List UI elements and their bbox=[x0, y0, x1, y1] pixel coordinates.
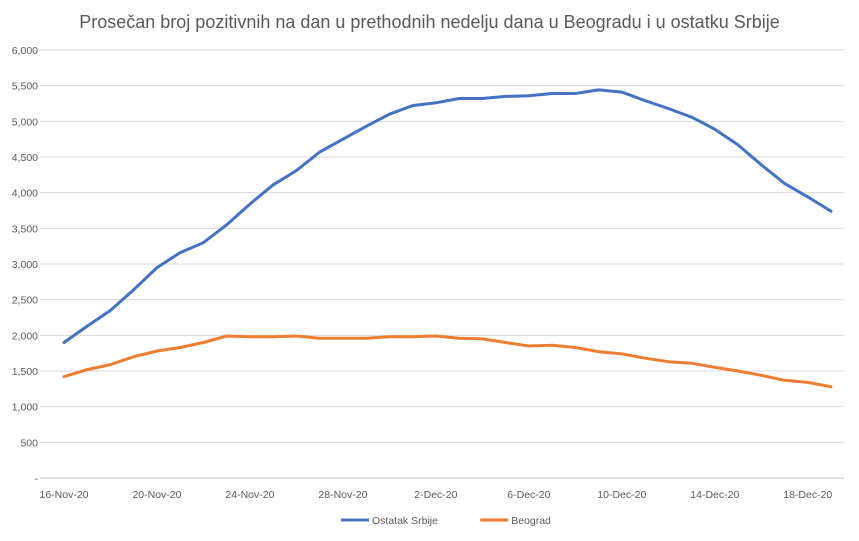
y-tick-label: 3,000 bbox=[12, 259, 38, 271]
gridlines bbox=[40, 49, 844, 479]
y-tick-label: 3,500 bbox=[12, 223, 38, 235]
y-tick-label: 2,500 bbox=[12, 295, 38, 307]
legend-label: Ostatak Srbije bbox=[372, 515, 438, 527]
y-tick-label: 500 bbox=[20, 437, 38, 449]
x-tick-label: 14-Dec-20 bbox=[690, 489, 739, 501]
y-tick-label: 6,000 bbox=[12, 45, 38, 57]
series-line-1 bbox=[62, 334, 833, 389]
x-tick-label: 18-Dec-20 bbox=[783, 489, 832, 501]
y-tick-label: 1,000 bbox=[12, 402, 38, 414]
x-tick-label: 2-Dec-20 bbox=[414, 489, 457, 501]
x-tick-label: 28-Nov-20 bbox=[318, 489, 367, 501]
legend: Ostatak Srbije Beograd bbox=[341, 515, 551, 527]
y-tick-label: - bbox=[35, 473, 39, 485]
x-tick-label: 16-Nov-20 bbox=[39, 489, 88, 501]
y-tick-label: 5,500 bbox=[12, 81, 38, 93]
x-tick-label: 6-Dec-20 bbox=[507, 489, 550, 501]
x-tick-label: 20-Nov-20 bbox=[132, 489, 181, 501]
series-line-0 bbox=[62, 88, 833, 344]
series-lines bbox=[62, 88, 833, 389]
axes: - 500 1,000 1,500 2,000 2,500 3,000 3,500 4,000 4… bbox=[12, 45, 833, 501]
legend-label: Beograd bbox=[511, 515, 551, 527]
y-tick-label: 2,000 bbox=[12, 330, 38, 342]
y-tick-label: 1,500 bbox=[12, 366, 38, 378]
y-tick-label: 5,000 bbox=[12, 116, 38, 128]
y-tick-label: 4,000 bbox=[12, 188, 38, 200]
chart-title: Prosečan broj pozitivnih na dan u pretho… bbox=[79, 12, 780, 32]
y-tick-label: 4,500 bbox=[12, 152, 38, 164]
x-tick-label: 24-Nov-20 bbox=[225, 489, 274, 501]
x-tick-label: 10-Dec-20 bbox=[597, 489, 646, 501]
